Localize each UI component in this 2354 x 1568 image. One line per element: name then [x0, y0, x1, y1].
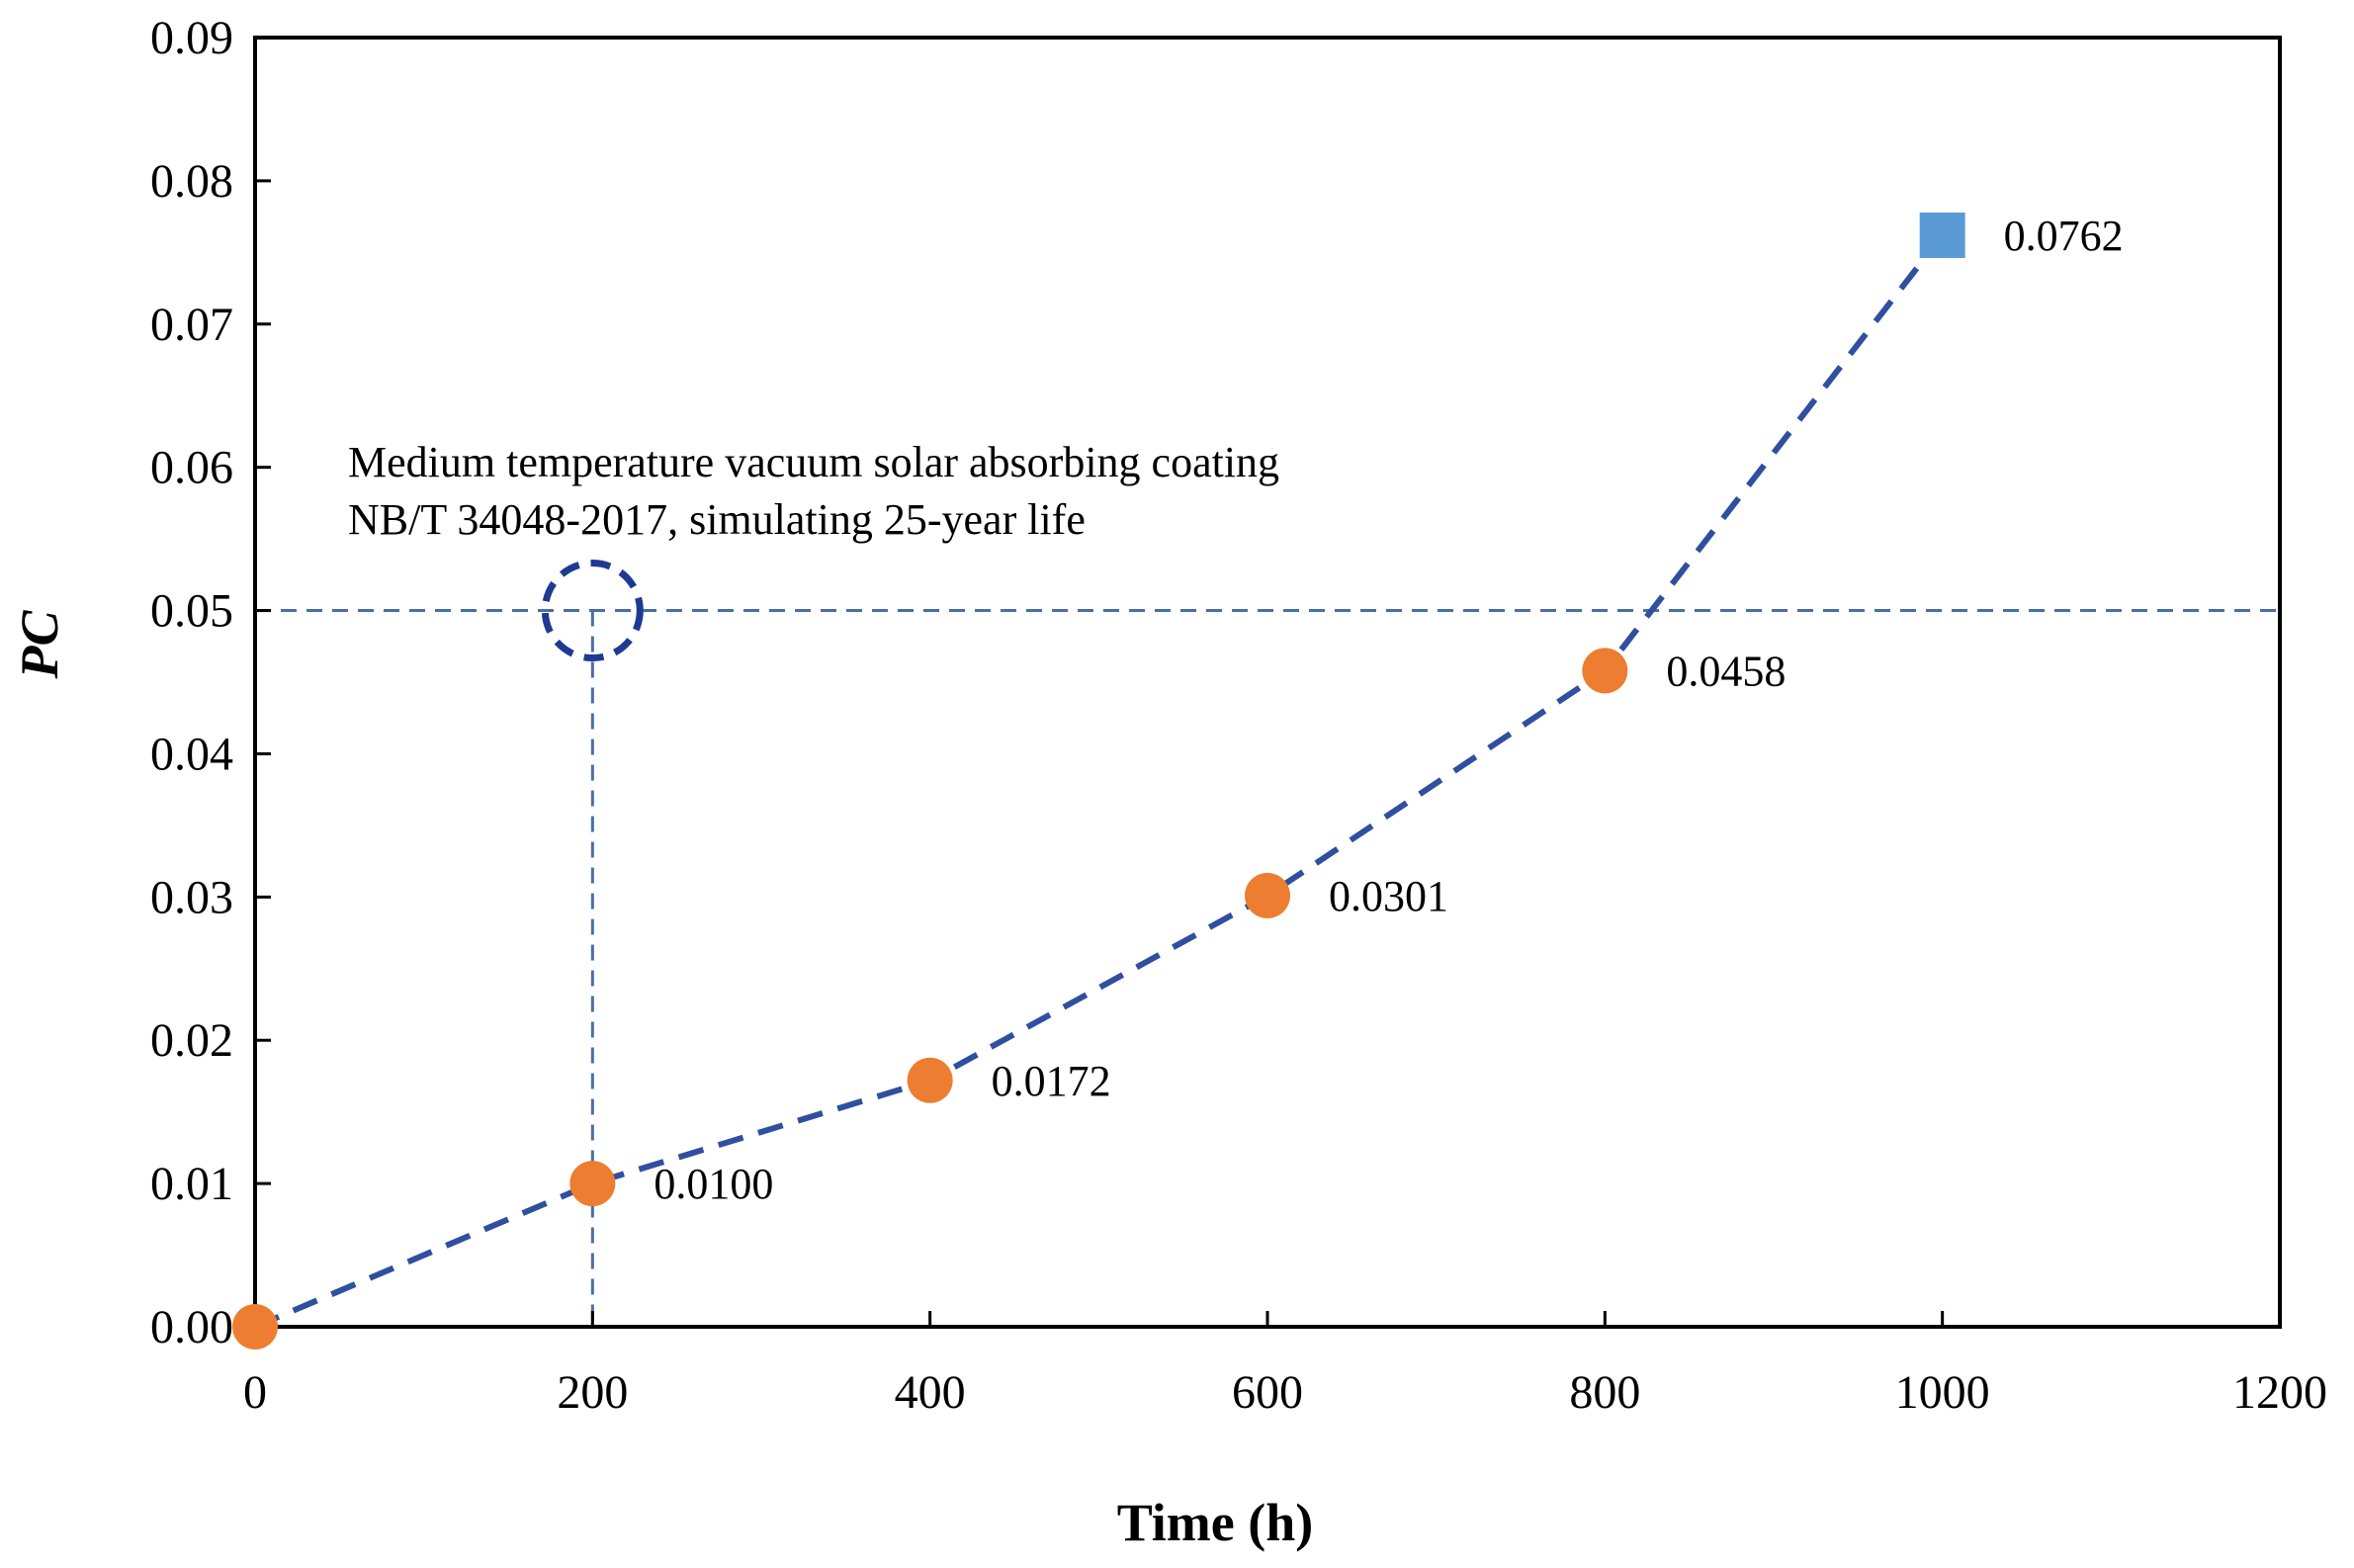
x-tick-label: 400	[895, 1366, 966, 1419]
data-point-circle	[1245, 872, 1290, 918]
x-tick-label: 800	[1569, 1366, 1640, 1419]
x-tick-label: 600	[1232, 1366, 1303, 1419]
data-label: 0.0762	[2004, 212, 2124, 260]
y-tick-label: 0.07	[150, 299, 233, 351]
y-tick-label: 0.04	[150, 728, 233, 780]
data-label: 0.0458	[1666, 647, 1786, 695]
highlight-circle	[541, 560, 644, 662]
data-point-circle	[569, 1161, 616, 1207]
y-tick-label: 0.06	[150, 442, 233, 494]
data-point-circle	[907, 1057, 953, 1103]
y-tick-label: 0.09	[150, 12, 233, 64]
annotation-line-1: Medium temperature vacuum solar absorbin…	[348, 438, 1279, 486]
y-tick-label: 0.05	[150, 585, 233, 638]
y-tick-label: 0.01	[150, 1158, 233, 1210]
data-point-circle	[1582, 648, 1628, 694]
x-tick-label: 200	[557, 1366, 628, 1419]
data-label: 0.0172	[992, 1057, 1111, 1105]
data-label: 0.0100	[654, 1160, 773, 1208]
y-tick-label: 0.02	[150, 1014, 233, 1067]
x-tick-label: 1200	[2232, 1366, 2327, 1419]
y-tick-label: 0.08	[150, 155, 233, 208]
trend-line	[253, 233, 1946, 1330]
y-tick-label: 0.03	[150, 871, 233, 923]
annotation-line-2: NB/T 34048-2017, simulating 25-year life	[348, 495, 1086, 544]
data-point-square	[1919, 212, 1965, 258]
plot-area-frame	[253, 36, 2282, 1329]
data-label: 0.0301	[1329, 872, 1448, 920]
data-point-circle	[232, 1304, 278, 1350]
y-tick-label: 0.00	[150, 1301, 233, 1353]
x-tick-label: 1000	[1895, 1366, 1990, 1419]
y-axis-title: PC	[10, 610, 69, 680]
x-axis-title: Time (h)	[1117, 1493, 1314, 1552]
x-tick-label: 0	[243, 1366, 267, 1419]
